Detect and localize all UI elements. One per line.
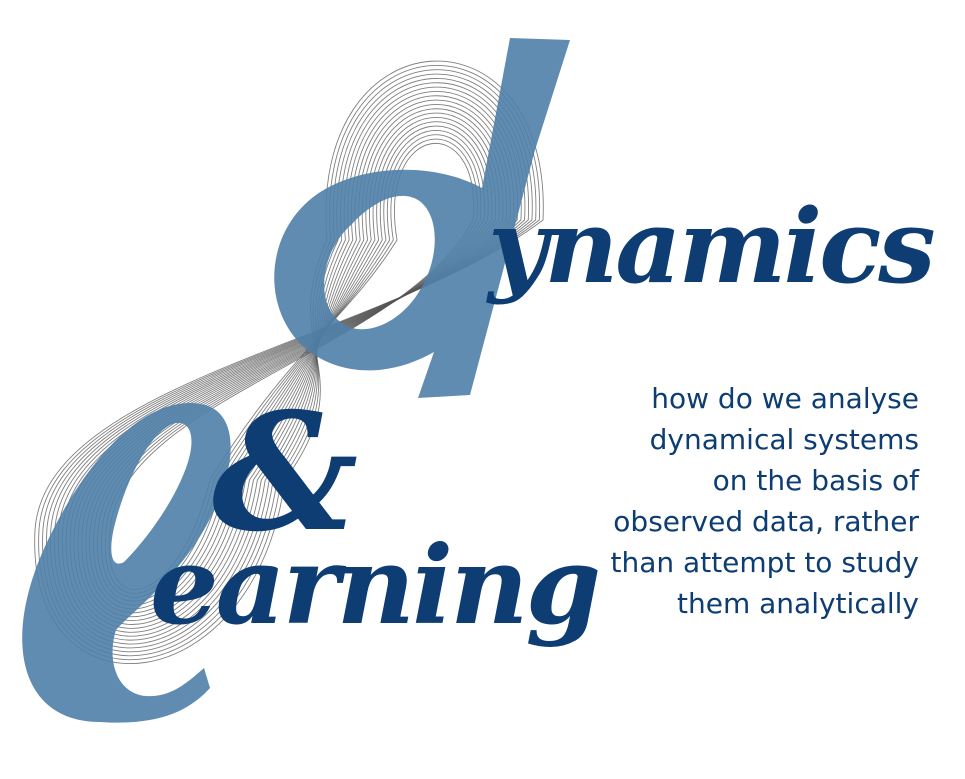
- title-dynamics: ynamics: [488, 187, 936, 307]
- tagline-line: than attempt to study: [610, 546, 919, 579]
- tagline-line: dynamical systems: [649, 423, 919, 456]
- trajectory-loop: [85, 117, 496, 614]
- tagline-line: them analytically: [677, 587, 919, 620]
- trajectory-loop: [57, 86, 522, 641]
- tagline-line: on the basis of: [712, 464, 919, 497]
- trajectory-loop: [69, 99, 511, 629]
- initial-l-glyph: [22, 403, 231, 723]
- trajectory-loop: [46, 73, 533, 653]
- trajectory-loop: [38, 64, 540, 661]
- trajectory-loop: [61, 91, 518, 637]
- trajectory-loop: [77, 108, 504, 621]
- trajectory-loop: [73, 103, 507, 625]
- tagline-line: observed data, rather: [613, 505, 919, 538]
- big-initials: [22, 38, 570, 723]
- tagline: how do we analyse dynamical systems on t…: [559, 378, 919, 624]
- trajectory-loop: [34, 60, 544, 665]
- trajectory-loop: [93, 125, 489, 606]
- tagline-line: how do we analyse: [651, 382, 919, 415]
- trajectory-loop: [65, 95, 515, 633]
- trajectory-loop: [97, 130, 486, 602]
- title-ampersand: &: [212, 378, 359, 568]
- trajectory-loop: [81, 112, 500, 618]
- trajectory-loop: [42, 69, 537, 657]
- trajectory-loop: [50, 77, 529, 649]
- trajectory-loop: [54, 82, 526, 645]
- attractor-trajectory: [34, 60, 544, 665]
- trajectory-loop: [89, 121, 493, 610]
- initial-d-glyph: [274, 38, 570, 398]
- title-learning: earning: [150, 523, 601, 649]
